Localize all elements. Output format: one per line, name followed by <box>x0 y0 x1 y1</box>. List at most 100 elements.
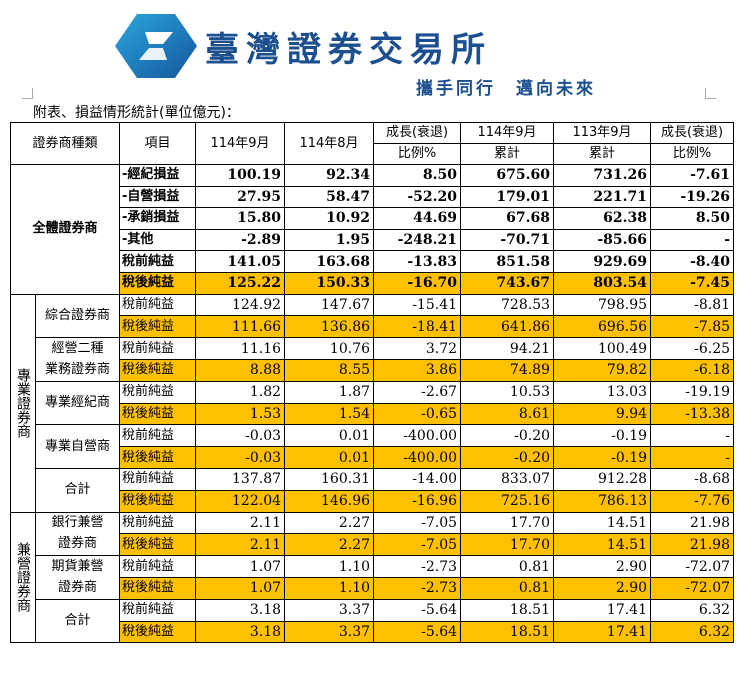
value-cell: 141.05 <box>195 250 286 273</box>
value-cell: 1.07 <box>195 576 286 600</box>
value-cell: 731.26 <box>553 164 652 187</box>
item-label: -經紀損益 <box>119 164 197 187</box>
value-cell: 851.58 <box>460 250 555 273</box>
value-cell: -0.20 <box>460 446 555 469</box>
col-header: 114年9月 <box>195 122 286 165</box>
value-cell: -72.07 <box>650 555 735 578</box>
item-label: 稅後純益 <box>119 620 197 644</box>
value-cell: 786.13 <box>553 489 652 513</box>
value-cell: - <box>650 228 735 252</box>
group-label: 兼營證券商 <box>10 511 36 644</box>
table-row: 專業證券商 綜合證券商 稅前純益 124.92 147.67 -15.41 728.53 79… <box>10 293 735 513</box>
col-header: 證券商種類 <box>9 122 121 165</box>
col-header: 項目 <box>119 122 197 165</box>
item-label: 稅前純益 <box>119 555 197 578</box>
value-cell: 11.16 <box>195 337 286 360</box>
value-cell: 58.47 <box>284 185 375 209</box>
value-cell: -5.64 <box>373 598 462 622</box>
header-row: 證券商種類 項目 114年9月 114年8月 成長(衰退) 114年9月 113年9月 成長(… <box>9 122 735 165</box>
item-label: 稅前純益 <box>119 598 197 622</box>
value-cell: 728.53 <box>460 293 555 317</box>
value-cell: 6.32 <box>650 598 735 622</box>
value-cell: -0.20 <box>460 424 555 448</box>
value-cell: -7.76 <box>650 489 735 513</box>
value-cell: 8.55 <box>284 358 375 382</box>
subcategory-label: 業務證券商 <box>34 359 121 382</box>
value-cell: 1.10 <box>284 576 375 600</box>
value-cell: -7.05 <box>373 533 462 557</box>
value-cell: 18.51 <box>460 598 555 622</box>
value-cell: 675.60 <box>460 164 555 187</box>
subcategory-label: 合計 <box>34 598 121 644</box>
value-cell: 8.50 <box>373 164 462 187</box>
value-cell: 2.27 <box>284 511 375 535</box>
col-subheader: 比例% <box>373 143 462 165</box>
corner-mark <box>705 88 716 99</box>
subcategory-label: 證券商 <box>34 533 121 557</box>
table-row: 合計 稅前純益 137.87 160.31 -14.00 833.07 912.28 -8.6… <box>11 467 735 513</box>
table-row: 稅後純益 1.53 1.54 -0.65 8.61 9.94 -13.38 <box>11 402 735 426</box>
item-label: 稅前純益 <box>119 467 197 491</box>
value-cell: -7.61 <box>650 164 735 187</box>
col-subheader: 比例% <box>650 143 735 165</box>
value-cell: 14.51 <box>553 533 652 557</box>
value-cell: -0.19 <box>553 446 652 469</box>
value-cell: 10.76 <box>284 337 375 360</box>
table-row: 兼營證券商 銀行兼營 稅前純益 2.11 2.27 -7.05 17.70 14.51 21.9… <box>10 511 735 644</box>
brand-slogan: 攜手同行 邁向未來 <box>416 79 596 99</box>
item-label: 稅後純益 <box>119 358 197 382</box>
table-row: 稅後純益 122.04 146.96 -16.96 725.16 786.13 -7.76 <box>11 489 735 513</box>
value-cell: 725.16 <box>460 489 555 513</box>
item-label: 稅後純益 <box>119 402 197 426</box>
value-cell: 62.38 <box>553 207 652 230</box>
value-cell: -2.73 <box>373 576 462 600</box>
value-cell: 8.88 <box>195 358 286 382</box>
value-cell: 160.31 <box>284 467 375 491</box>
value-cell: 21.98 <box>650 533 735 557</box>
value-cell: 3.18 <box>195 598 286 622</box>
value-cell: -7.45 <box>650 271 735 295</box>
value-cell: -15.41 <box>373 293 462 317</box>
value-cell: 13.03 <box>553 380 652 404</box>
value-cell: -6.25 <box>650 337 735 360</box>
col-subheader: 累計 <box>460 143 555 165</box>
value-cell: 803.54 <box>553 271 652 295</box>
subcategory-label: 銀行兼營 <box>34 511 121 534</box>
value-cell: -72.07 <box>650 576 735 600</box>
value-cell: -8.68 <box>650 467 735 491</box>
value-cell: 929.69 <box>553 250 652 273</box>
value-cell: 641.86 <box>460 315 555 339</box>
value-cell: 10.92 <box>284 207 375 230</box>
table-row: 專業經紀商 稅前純益 1.82 1.87 -2.67 10.53 13.03 -19.19 <box>11 380 735 426</box>
item-label: 稅前純益 <box>119 293 197 317</box>
subcategory-label: 經營二種 <box>34 337 121 360</box>
value-cell: 146.96 <box>284 489 375 513</box>
value-cell: 1.07 <box>195 555 286 578</box>
value-cell: 833.07 <box>460 467 555 491</box>
table-row: 期貨兼營 稅前純益 1.07 1.10 -2.73 0.81 2.90 -72.07 <box>11 555 735 578</box>
value-cell: - <box>650 424 735 448</box>
item-label: 稅前純益 <box>119 380 197 404</box>
item-label: -其他 <box>119 228 197 252</box>
table-row: 稅後純益 125.22 150.33 -16.70 743.67 803.54 -7.45 <box>11 271 735 295</box>
table-caption: 附表、損益情形統計(單位億元)： <box>33 105 240 121</box>
col-header: 成長(衰退) <box>373 122 462 144</box>
col-header: 114年9月 <box>460 122 555 144</box>
value-cell: 0.81 <box>460 576 555 600</box>
item-label: 稅前純益 <box>119 424 197 448</box>
value-cell: 2.90 <box>553 555 652 578</box>
table-row: 經營二種 稅前純益 11.16 10.76 3.72 94.21 100.49 -6.25 <box>11 337 735 360</box>
value-cell: 3.37 <box>284 620 375 644</box>
value-cell: 150.33 <box>284 271 375 295</box>
table-row: 稅後純益 111.66 136.86 -18.41 641.86 696.56 -7.85 <box>11 315 735 339</box>
value-cell: 111.66 <box>195 315 286 339</box>
item-label: 稅後純益 <box>119 446 197 469</box>
table-row: 稅後純益 -0.03 0.01 -400.00 -0.20 -0.19- <box>11 446 735 469</box>
table-row: -其他 -2.89 1.95 -248.21 -70.71 -85.66- <box>11 228 735 252</box>
value-cell: 0.01 <box>284 424 375 448</box>
value-cell: 696.56 <box>553 315 652 339</box>
table-row: 證券商 稅後純益 1.07 1.10 -2.73 0.81 2.90 -72.07 <box>11 576 735 600</box>
value-cell: 2.11 <box>195 511 286 535</box>
brand-title: 臺灣證券交易所 <box>205 30 492 70</box>
value-cell: 100.49 <box>553 337 652 360</box>
